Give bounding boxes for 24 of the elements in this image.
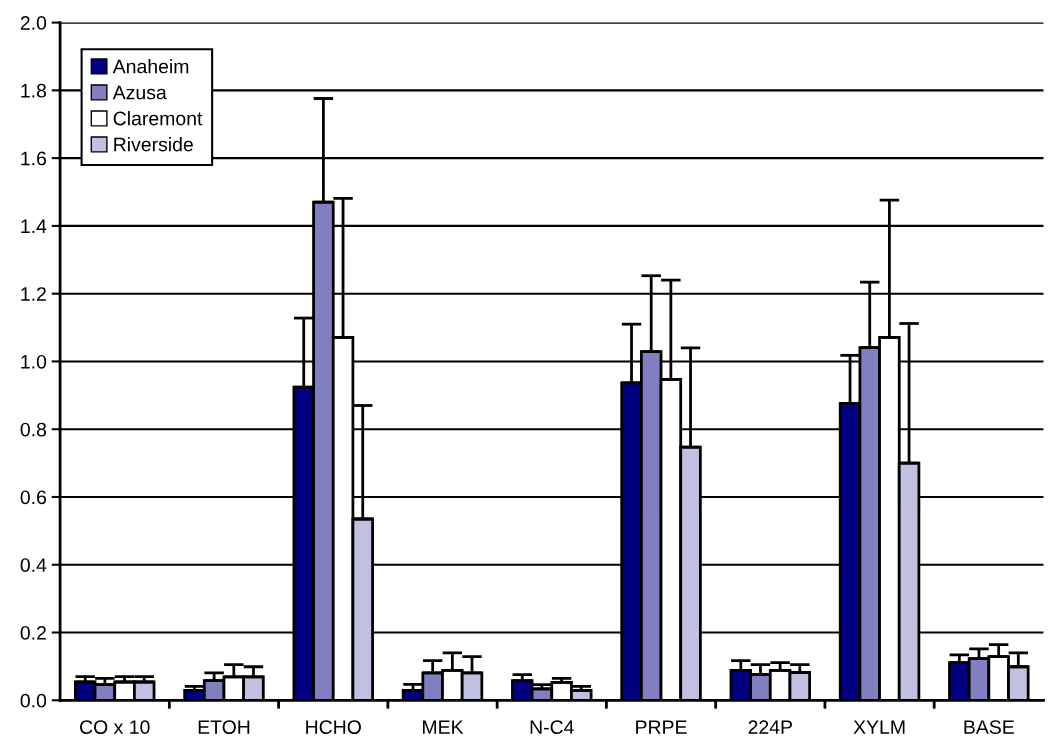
y-tick-label: 2.0	[20, 16, 47, 30]
y-tick-label: 1.6	[21, 151, 47, 166]
legend-label: Anaheim	[112, 59, 189, 74]
y-tick-label: 0.8	[20, 422, 47, 437]
legend-label: Riverside	[114, 137, 193, 152]
y-tick-label: 0.0	[20, 693, 47, 708]
x-tick-label: HCHO	[306, 720, 361, 735]
x-tick-label: CO x 10	[80, 720, 150, 735]
y-tick-label: 1.0	[21, 354, 47, 369]
y-tick-label: 0.2	[20, 625, 46, 640]
y-tick-label: 1.4	[21, 219, 47, 233]
x-tick-label: ETOH	[198, 720, 250, 735]
y-tick-label: 1.2	[21, 287, 46, 301]
legend-label: Claremont	[113, 111, 203, 126]
x-tick-label: XYLM	[853, 720, 905, 734]
y-tick-label: 0.4	[20, 558, 47, 572]
x-tick-label: PRPE	[636, 720, 687, 734]
legend-label: Azusa	[112, 85, 167, 100]
x-tick-label: MEK	[423, 720, 464, 734]
y-tick-label: 0.6	[20, 490, 47, 505]
x-tick-label: N-C4	[530, 720, 574, 735]
x-tick-label: 224P	[748, 720, 792, 734]
x-tick-label: BASE	[964, 720, 1014, 735]
y-tick-label: 1.8	[21, 83, 47, 98]
